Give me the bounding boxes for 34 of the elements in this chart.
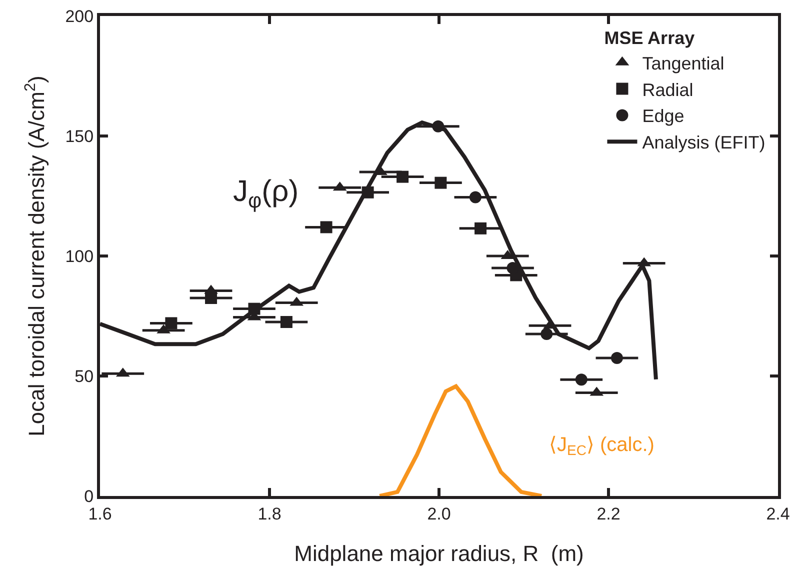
point (248, 302, 260, 315)
point (575, 374, 588, 386)
legend-label: Analysis (EFIT) (642, 132, 766, 153)
x-tick-label: 1.8 (258, 504, 282, 524)
y-tick-label: 200 (65, 6, 94, 26)
point (165, 317, 178, 330)
x-tick-label: 2.0 (427, 504, 451, 524)
point (205, 292, 218, 304)
legend-label: Radial (642, 80, 694, 100)
point (540, 328, 553, 340)
point (469, 191, 482, 204)
point (434, 176, 447, 189)
line-series (378, 384, 544, 496)
point (280, 316, 292, 328)
point (396, 170, 409, 183)
point (506, 262, 519, 274)
point (474, 222, 487, 234)
point (432, 120, 444, 132)
x-tick-label: 2.4 (766, 504, 790, 524)
legend-label: Tangential (642, 53, 724, 74)
y-tick-label: 50 (74, 366, 94, 386)
annotation: ⟨J$_{EC}$⟩ (calc.) (549, 434, 654, 458)
y-tick-label: 0 (84, 486, 94, 506)
point (610, 352, 623, 364)
x-tick-label: 1.6 (88, 504, 112, 524)
legend-title: MSE Array (604, 28, 695, 48)
y-tick-label: 100 (65, 246, 94, 266)
x-axis-title: Midplane major radius, R (m) (294, 541, 584, 566)
y-tick-label: 150 (65, 126, 94, 146)
point (320, 221, 332, 234)
x-tick-label: 2.2 (596, 504, 620, 524)
annotation: J$_{φ}$(ρ) (233, 175, 299, 212)
legend-label: Edge (642, 106, 684, 126)
point (362, 186, 374, 198)
